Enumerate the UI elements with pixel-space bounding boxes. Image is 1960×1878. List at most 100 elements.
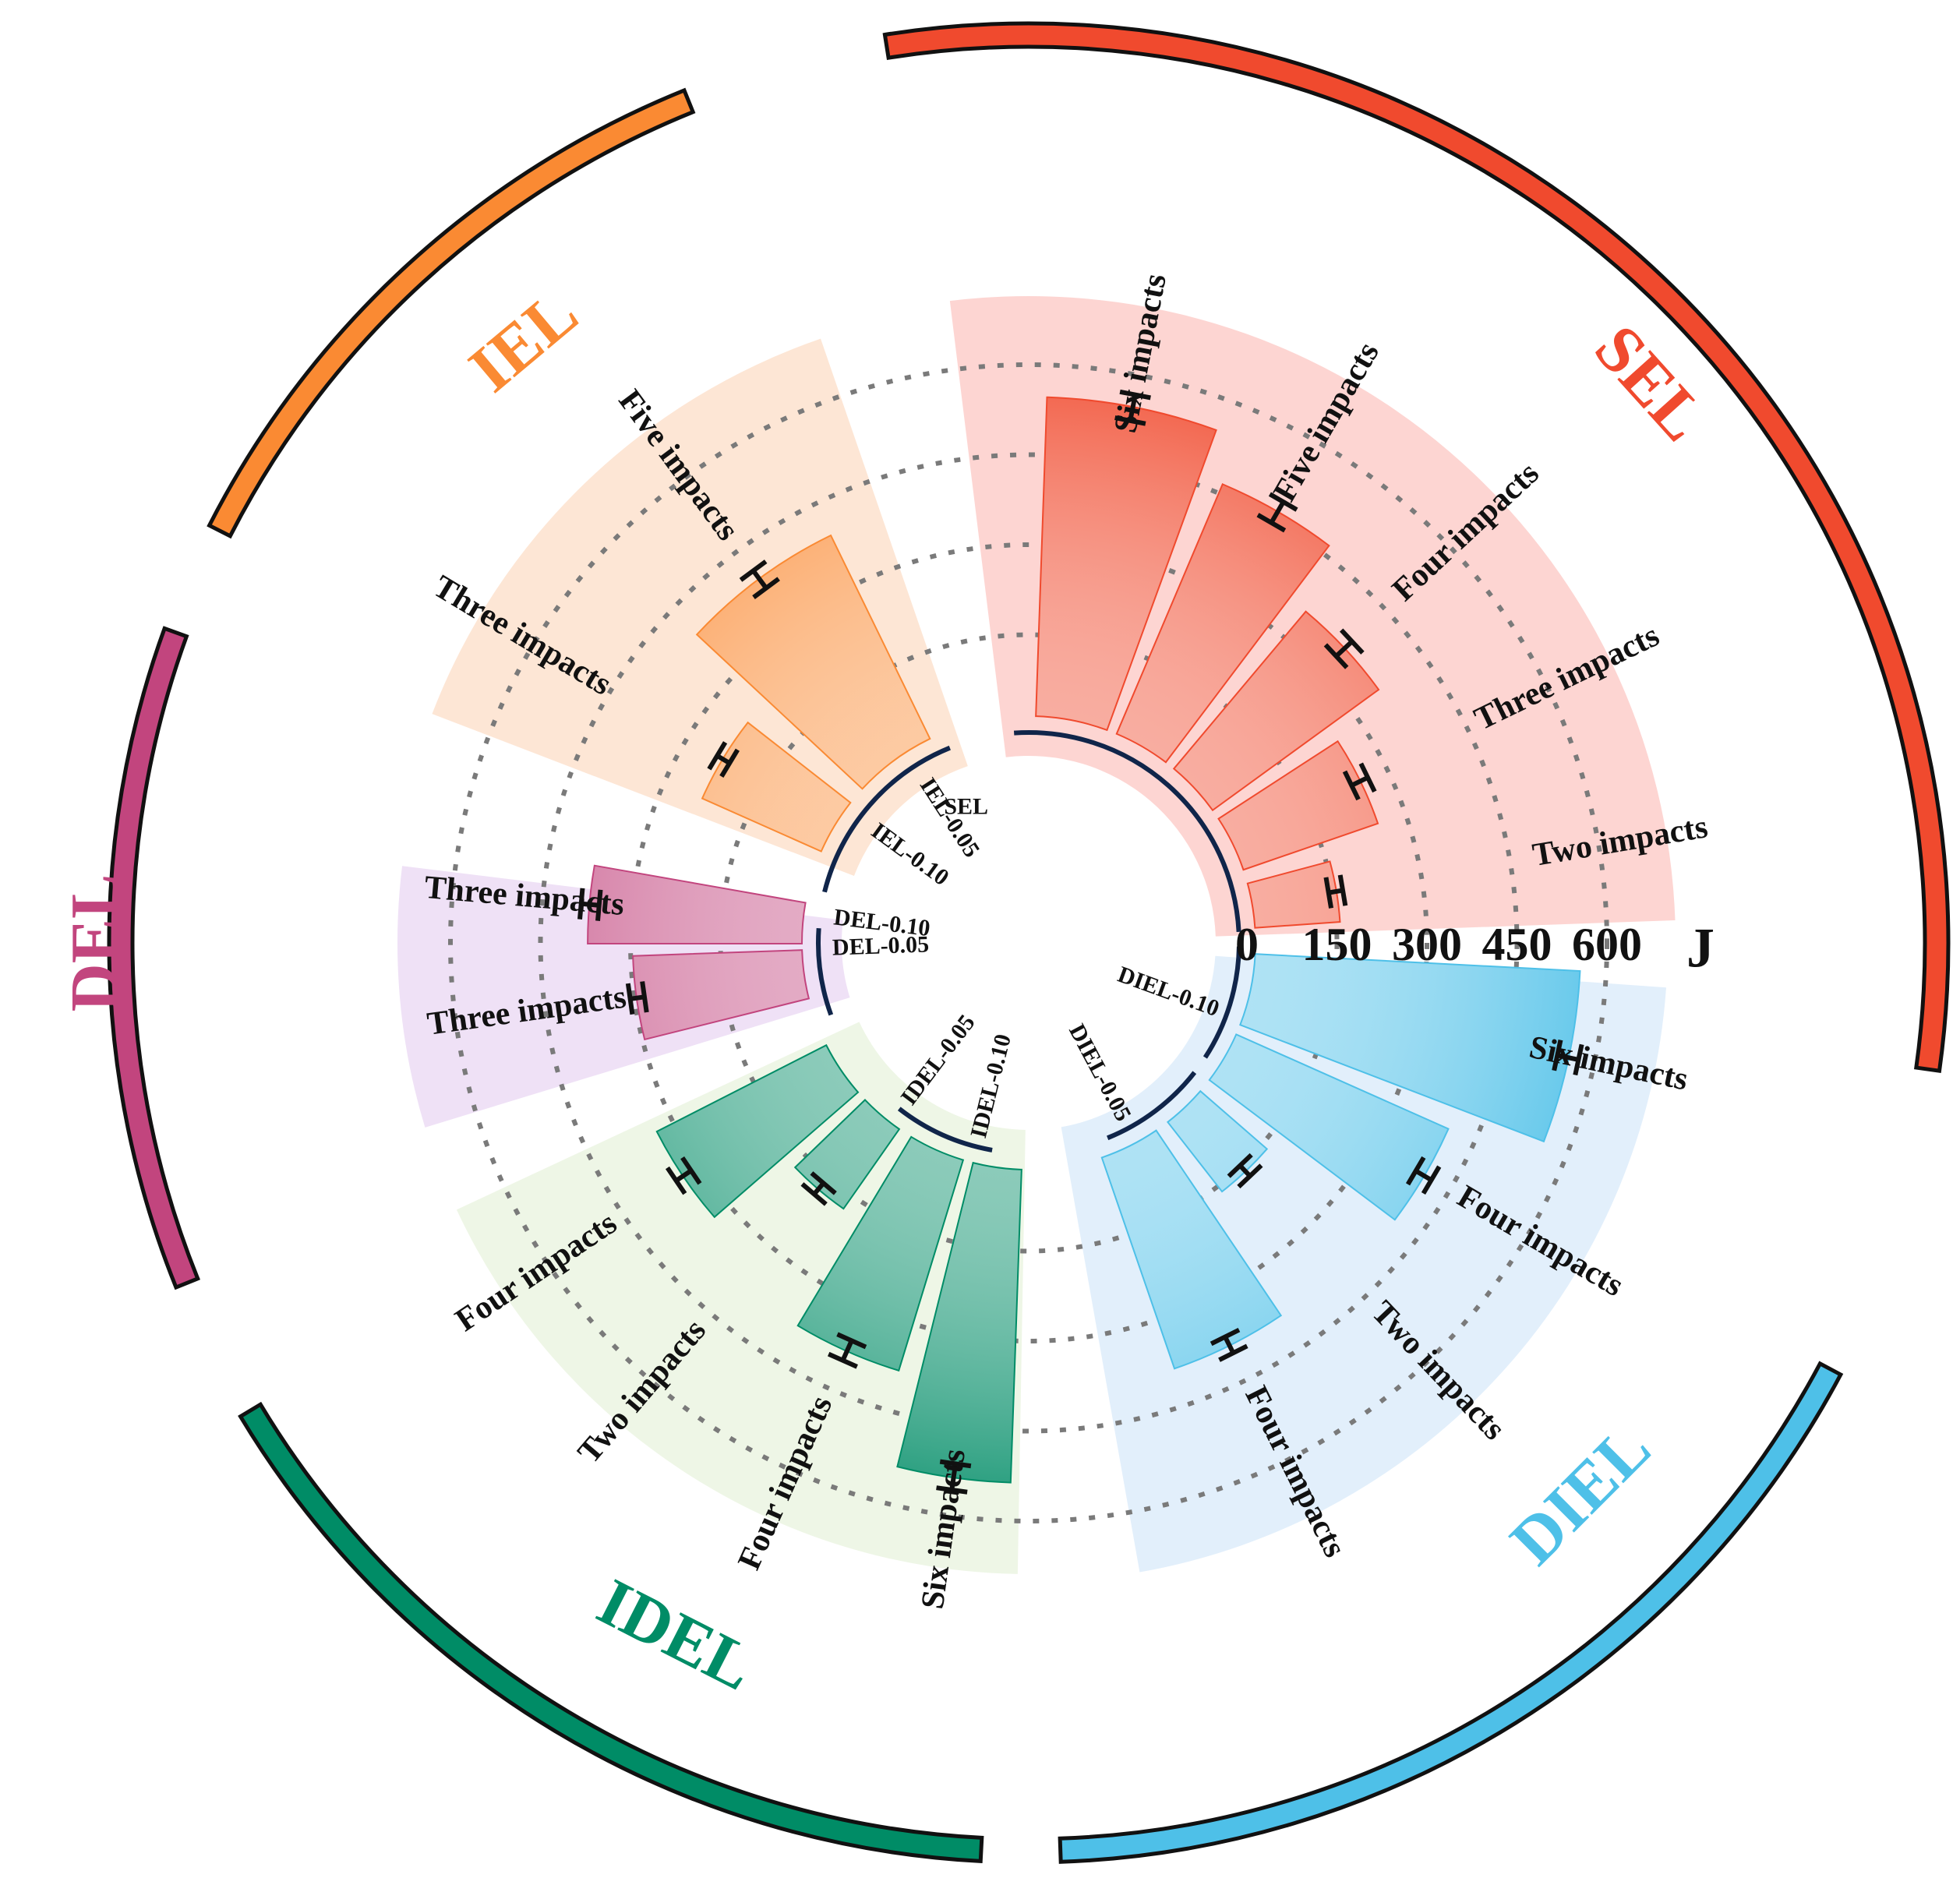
inner-label-diel-1: DIEL-0.05: [1064, 1020, 1136, 1125]
error-cap-2-1-1: [827, 1351, 858, 1369]
bar-gradient-sel-4: [1037, 397, 1216, 729]
inner-arc-del-0: [816, 927, 834, 1016]
bar-gradient-idel-3: [658, 1046, 857, 1216]
bar-gradient-diel-0: [1241, 955, 1580, 1141]
error-cap-0-3-1: [1268, 492, 1298, 512]
error-cap-3-0-1: [625, 983, 635, 1015]
axis-tick-label-600: 600: [1572, 919, 1642, 970]
group-title-del: DEL: [57, 874, 132, 1012]
grid-circle-300: [628, 542, 1429, 1343]
inner-arc-diel-0: [1202, 946, 1241, 1059]
error-cap-0-1-0: [1342, 770, 1361, 801]
outer-arc-del: [107, 626, 200, 1290]
error-bar-2-3: [674, 1168, 693, 1183]
bar-gradient-iel-1: [697, 536, 929, 788]
error-bar-1-3: [1223, 1336, 1236, 1354]
bar-gradient-sel-2: [1174, 612, 1378, 810]
error-cap-0-0-0: [1323, 877, 1334, 909]
axis-tick-label-0: 0: [1235, 919, 1259, 970]
error-cap-2-2-1: [800, 1182, 828, 1206]
error-bar-1-0: [1556, 1053, 1580, 1062]
bar-gradient-idel-0: [898, 1163, 1021, 1482]
radial-axis: 0 150 300 450 600 J: [1235, 917, 1715, 980]
inner-label-iel-0: IEL-0.10: [867, 817, 954, 891]
error-bar-2-0: [949, 1463, 959, 1491]
inner-label-idel-0: IDEL-0.10: [966, 1032, 1016, 1141]
error-cap-0-1-1: [1358, 762, 1377, 793]
error-cap-1-1-0: [1405, 1156, 1426, 1186]
inner-arc-sel-0: [1013, 730, 1241, 933]
error-cap-1-2-0: [1227, 1153, 1253, 1178]
group-title-idel: IDEL: [586, 1564, 766, 1705]
axis-tick-label-300: 300: [1392, 919, 1462, 970]
error-bar-0-2: [1334, 639, 1354, 658]
error-cap-3-1-0: [595, 889, 603, 921]
bar-gradient-del-0: [634, 951, 808, 1039]
error-cap-1-3-1: [1218, 1343, 1248, 1362]
bar-gradient-idel-1: [799, 1138, 962, 1370]
inner-arc-idel-0: [897, 1107, 993, 1153]
error-cap-1-1-1: [1421, 1165, 1442, 1195]
error-cap-0-2-1: [1339, 628, 1365, 655]
group-title-iel: IEL: [455, 274, 592, 406]
error-cap-3-1-1: [577, 888, 585, 920]
grid-circle-150: [718, 632, 1340, 1254]
group-title-diel: DIEL: [1496, 1410, 1665, 1579]
error-bar-1-2: [1238, 1163, 1252, 1178]
error-bar-0-0: [1328, 888, 1344, 895]
error-cap-4-0-0: [719, 748, 740, 778]
outer-arc-sel: [882, 21, 1951, 1074]
error-cap-2-0-1: [936, 1485, 968, 1495]
error-bar-0-4: [1128, 394, 1138, 422]
error-bar-4-1: [751, 569, 768, 590]
error-bar-4-0: [715, 754, 731, 765]
error-bar-0-1: [1350, 775, 1369, 788]
error-bar-1-1: [1414, 1168, 1433, 1182]
outer-arc-iel: [207, 87, 696, 539]
error-bar-3-0: [630, 994, 645, 1001]
outer-arc-idel: [238, 1401, 984, 1864]
grid-circle-600: [448, 362, 1609, 1523]
inner-arc-diel-1: [1107, 1071, 1197, 1141]
inner-arc-iel-0: [822, 745, 951, 893]
error-cap-4-0-1: [707, 741, 728, 771]
bar-gradient-del-1: [588, 866, 805, 943]
inner-label-del-1: DEL-0.05: [832, 931, 929, 960]
bar-gradient-diel-3: [1103, 1131, 1280, 1368]
sector-iel: [432, 338, 968, 876]
sector-idel: [456, 1022, 1026, 1574]
bar-gradient-sel-3: [1118, 485, 1328, 761]
error-cap-4-1-1: [739, 560, 768, 582]
error-bar-3-1: [581, 901, 600, 908]
error-cap-0-0-1: [1337, 874, 1348, 906]
bar-gradient-sel-1: [1219, 742, 1377, 869]
axis-unit-label: J: [1686, 917, 1715, 980]
error-cap-0-3-0: [1256, 513, 1287, 533]
error-cap-1-0-0: [1552, 1039, 1563, 1071]
error-cap-0-4-1: [1119, 389, 1151, 401]
axis-tick-label-150: 150: [1302, 919, 1372, 970]
error-bar-2-2: [812, 1181, 825, 1196]
outer-arc-diel: [1058, 1361, 1844, 1864]
error-cap-4-1-0: [752, 577, 780, 599]
error-cap-3-0-0: [640, 981, 649, 1013]
bar-gradient-iel-0: [703, 723, 849, 851]
error-cap-0-2-0: [1323, 643, 1349, 669]
error-cap-2-2-0: [810, 1171, 837, 1195]
error-bar-2-1: [840, 1340, 854, 1361]
inner-label-diel-0: DIEL-0.10: [1114, 962, 1223, 1022]
error-cap-2-3-0: [680, 1156, 702, 1185]
error-cap-2-1-0: [836, 1332, 867, 1350]
grid-circle-450: [538, 452, 1520, 1434]
axis-tick-label-450: 450: [1482, 919, 1552, 970]
error-cap-1-0-1: [1573, 1043, 1584, 1076]
bar-gradient-sel-0: [1248, 862, 1340, 927]
error-cap-1-2-1: [1237, 1163, 1263, 1189]
grid-circles: [448, 362, 1609, 1523]
error-bar-0-3: [1269, 500, 1286, 524]
error-cap-2-3-1: [665, 1166, 687, 1195]
inner-label-idel-1: IDEL-0.05: [896, 1010, 980, 1110]
inner-label-sel-0: SEL: [944, 794, 988, 820]
